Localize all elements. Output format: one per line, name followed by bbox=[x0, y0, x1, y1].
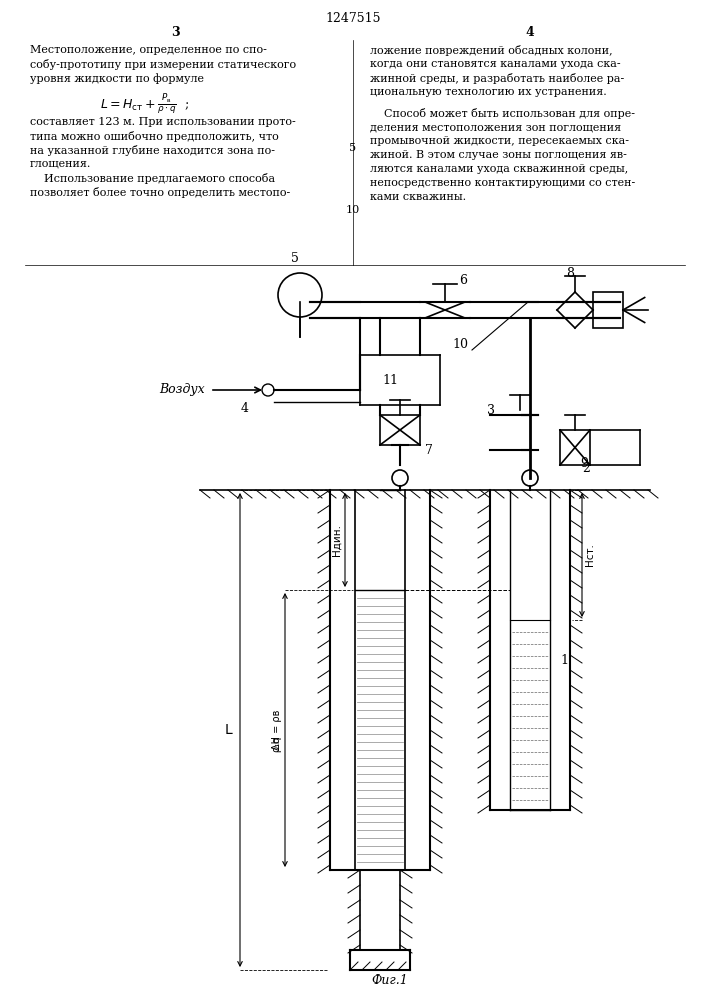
Text: 5: 5 bbox=[349, 143, 356, 153]
Text: непосредственно контактирующими со стен-: непосредственно контактирующими со стен- bbox=[370, 178, 636, 188]
Text: 3: 3 bbox=[170, 25, 180, 38]
Text: деления местоположения зон поглощения: деления местоположения зон поглощения bbox=[370, 122, 621, 132]
Text: 11: 11 bbox=[382, 373, 398, 386]
Text: 1: 1 bbox=[560, 654, 568, 666]
Text: ками скважины.: ками скважины. bbox=[370, 192, 466, 202]
Text: Hст.: Hст. bbox=[585, 544, 595, 566]
Text: уровня жидкости по формуле: уровня жидкости по формуле bbox=[30, 73, 204, 84]
Text: жинной среды, и разработать наиболее ра-: жинной среды, и разработать наиболее ра- bbox=[370, 73, 624, 84]
Text: циональную технологию их устранения.: циональную технологию их устранения. bbox=[370, 87, 607, 97]
Text: 6: 6 bbox=[459, 273, 467, 286]
Text: глощения.: глощения. bbox=[30, 159, 91, 169]
Text: Hдин.: Hдин. bbox=[332, 524, 342, 556]
Text: Способ может быть использован для опре-: Способ может быть использован для опре- bbox=[370, 108, 635, 119]
Text: 4: 4 bbox=[241, 401, 249, 414]
Text: $L = H_{\rm ст} + \frac{P_{\rm в}}{\rho \cdot q}$  ;: $L = H_{\rm ст} + \frac{P_{\rm в}}{\rho … bbox=[100, 92, 189, 116]
Text: 5: 5 bbox=[291, 252, 299, 265]
Text: 7: 7 bbox=[425, 444, 433, 456]
Text: составляет 123 м. При использовании прото-: составляет 123 м. При использовании прот… bbox=[30, 117, 296, 127]
Text: Воздух: Воздух bbox=[159, 383, 205, 396]
Text: 3: 3 bbox=[487, 403, 495, 416]
Text: 10: 10 bbox=[452, 338, 468, 352]
Text: Местоположение, определенное по спо-: Местоположение, определенное по спо- bbox=[30, 45, 267, 55]
Text: 1247515: 1247515 bbox=[325, 11, 381, 24]
Text: 4: 4 bbox=[525, 25, 534, 38]
Text: позволяет более точно определить местопо-: позволяет более точно определить местопо… bbox=[30, 187, 291, 198]
Text: 8: 8 bbox=[566, 267, 574, 280]
Text: жиной. В этом случае зоны поглощения яв-: жиной. В этом случае зоны поглощения яв- bbox=[370, 150, 627, 160]
Text: ρ·q: ρ·q bbox=[272, 736, 282, 774]
Text: на указанной глубине находится зона по-: на указанной глубине находится зона по- bbox=[30, 145, 275, 156]
Text: Использование предлагаемого способа: Использование предлагаемого способа bbox=[30, 173, 275, 184]
Text: типа можно ошибочно предположить, что: типа можно ошибочно предположить, что bbox=[30, 131, 279, 142]
Text: 10: 10 bbox=[346, 205, 360, 215]
Text: ляются каналами ухода скважинной среды,: ляются каналами ухода скважинной среды, bbox=[370, 164, 629, 174]
Text: 9: 9 bbox=[580, 457, 588, 470]
Text: промывочной жидкости, пересекаемых ска-: промывочной жидкости, пересекаемых ска- bbox=[370, 136, 629, 146]
Bar bbox=[593, 292, 623, 328]
Text: L: L bbox=[224, 723, 232, 737]
Text: собу-прототипу при измерении статического: собу-прототипу при измерении статическог… bbox=[30, 59, 296, 70]
Text: ΔН = ρв: ΔН = ρв bbox=[272, 710, 282, 750]
Text: Фиг.1: Фиг.1 bbox=[372, 974, 409, 986]
Text: когда они становятся каналами ухода ска-: когда они становятся каналами ухода ска- bbox=[370, 59, 621, 69]
Text: ложение повреждений обсадных колони,: ложение повреждений обсадных колони, bbox=[370, 45, 613, 56]
Text: 2: 2 bbox=[582, 462, 590, 475]
